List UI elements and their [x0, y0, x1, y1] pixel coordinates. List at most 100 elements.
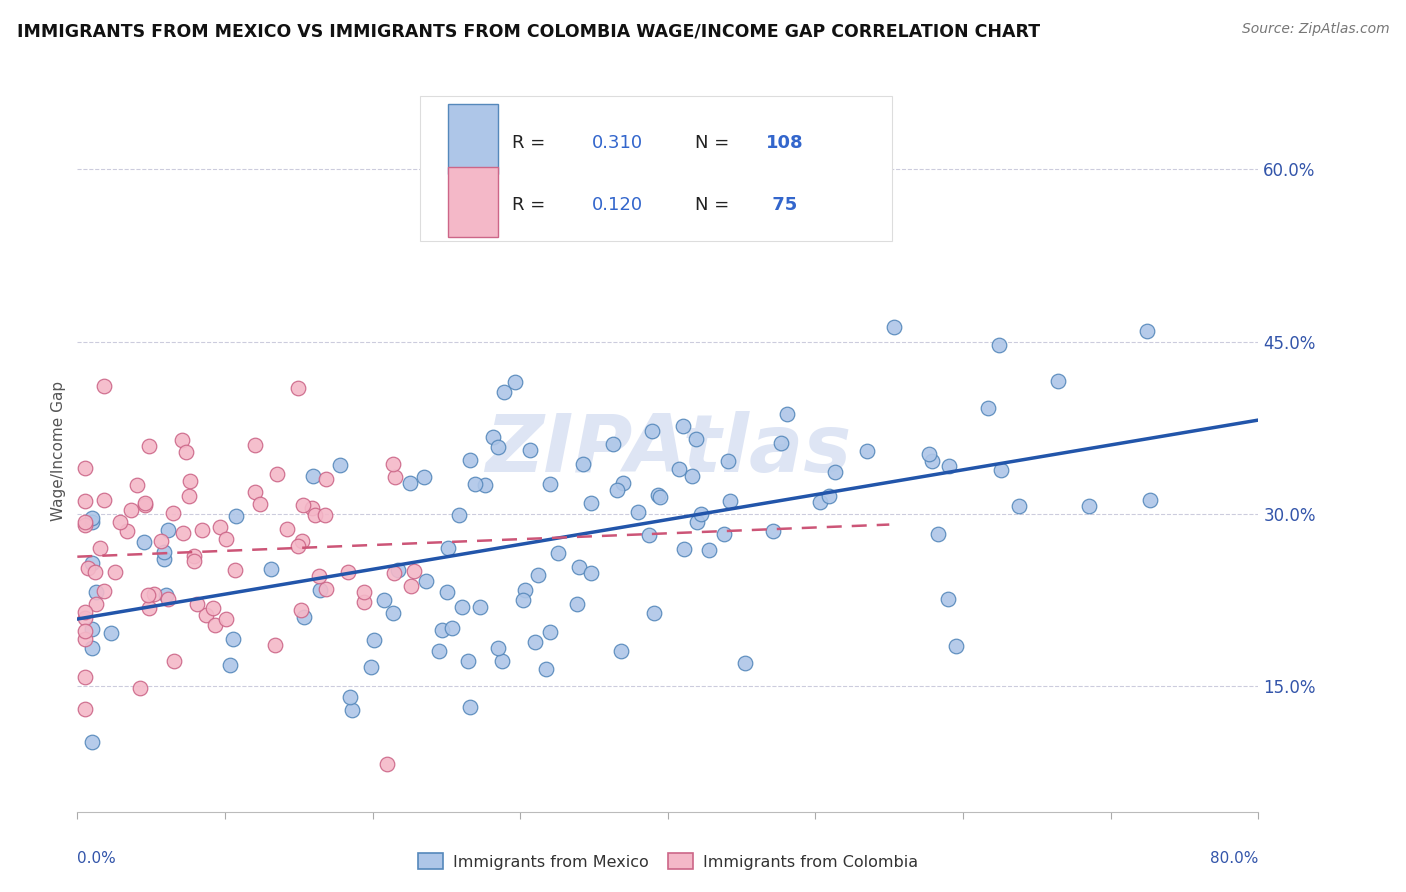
Point	[125, 478, 148, 492]
Point	[190, 523, 212, 537]
Point	[363, 633, 385, 648]
Point	[883, 320, 905, 334]
Point	[579, 496, 602, 510]
Point	[290, 603, 312, 617]
Point	[697, 542, 720, 557]
Point	[337, 565, 360, 579]
Point	[308, 569, 330, 583]
Point	[451, 599, 474, 614]
Point	[921, 454, 943, 468]
Point	[734, 656, 756, 670]
Text: N =: N =	[695, 196, 735, 214]
Point	[263, 638, 285, 652]
Point	[523, 635, 546, 649]
Point	[769, 436, 792, 450]
Point	[538, 624, 561, 639]
Text: R =: R =	[512, 196, 551, 214]
Y-axis label: Wage/Income Gap: Wage/Income Gap	[51, 380, 66, 521]
Point	[162, 506, 184, 520]
Point	[686, 515, 709, 529]
Point	[685, 433, 707, 447]
Point	[612, 476, 634, 491]
Point	[990, 463, 1012, 477]
Point	[458, 453, 481, 467]
Point	[650, 491, 672, 505]
FancyBboxPatch shape	[420, 96, 893, 241]
Point	[817, 489, 839, 503]
Point	[204, 618, 226, 632]
Point	[73, 624, 96, 639]
Point	[470, 599, 492, 614]
Text: R =: R =	[512, 134, 551, 152]
Point	[84, 585, 107, 599]
Point	[73, 494, 96, 508]
Point	[177, 489, 200, 503]
Point	[309, 583, 332, 598]
Text: ZIPAtlas: ZIPAtlas	[485, 411, 851, 490]
Point	[136, 588, 159, 602]
Text: 0.0%: 0.0%	[77, 851, 117, 865]
Point	[606, 483, 628, 498]
Point	[384, 470, 406, 484]
Point	[89, 541, 111, 555]
Point	[627, 505, 650, 519]
Text: 108: 108	[766, 134, 803, 152]
Point	[73, 670, 96, 684]
Point	[427, 644, 450, 658]
Point	[93, 584, 115, 599]
Point	[918, 447, 941, 461]
Point	[581, 566, 603, 581]
Point	[565, 597, 588, 611]
Point	[602, 437, 624, 451]
Point	[936, 592, 959, 607]
Point	[82, 640, 104, 655]
Point	[221, 632, 243, 647]
Point	[519, 442, 541, 457]
Point	[260, 562, 283, 576]
Text: IMMIGRANTS FROM MEXICO VS IMMIGRANTS FROM COLOMBIA WAGE/INCOME GAP CORRELATION C: IMMIGRANTS FROM MEXICO VS IMMIGRANTS FRO…	[17, 22, 1040, 40]
Point	[491, 654, 513, 668]
Point	[568, 560, 591, 574]
Point	[115, 524, 138, 538]
Point	[73, 517, 96, 532]
Point	[689, 508, 711, 522]
Point	[82, 556, 104, 570]
Point	[927, 527, 949, 541]
Point	[488, 640, 510, 655]
Point	[1139, 493, 1161, 508]
Point	[186, 597, 208, 611]
Point	[172, 525, 194, 540]
Point	[382, 457, 405, 471]
Point	[73, 515, 96, 529]
Point	[988, 338, 1011, 352]
Point	[82, 622, 104, 636]
Point	[938, 458, 960, 473]
Point	[762, 524, 785, 539]
Point	[287, 381, 309, 395]
Point	[808, 495, 831, 509]
Point	[1046, 374, 1069, 388]
Point	[375, 756, 398, 771]
Point	[672, 419, 695, 434]
Point	[387, 564, 409, 578]
Point	[73, 701, 96, 715]
Point	[215, 533, 238, 547]
Point	[399, 475, 422, 490]
Point	[183, 554, 205, 568]
Point	[638, 528, 661, 542]
Point	[179, 475, 201, 489]
Point	[413, 470, 436, 484]
Point	[245, 485, 267, 500]
Point	[82, 511, 104, 525]
Point	[73, 460, 96, 475]
Point	[458, 699, 481, 714]
Point	[329, 458, 352, 473]
Point	[977, 401, 1000, 415]
Point	[482, 430, 505, 444]
Legend: Immigrants from Mexico, Immigrants from Colombia: Immigrants from Mexico, Immigrants from …	[412, 847, 924, 876]
Point	[73, 632, 96, 647]
Point	[399, 579, 422, 593]
Point	[302, 469, 325, 483]
Point	[610, 644, 633, 658]
Point	[176, 445, 198, 459]
